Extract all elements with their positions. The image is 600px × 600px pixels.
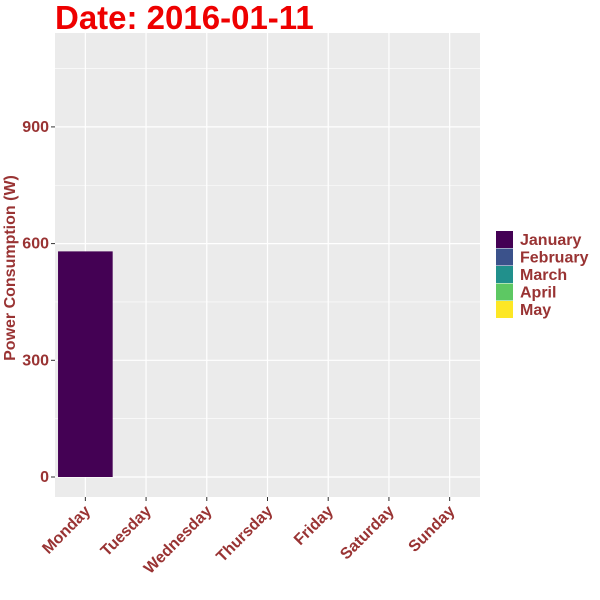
x-tick-label: Saturday bbox=[337, 503, 398, 564]
bars bbox=[58, 251, 113, 477]
x-tick-label: Sunday bbox=[406, 503, 459, 556]
legend-label: January bbox=[520, 232, 581, 249]
chart-title: Date: 2016-01-11 bbox=[55, 0, 314, 36]
bar-january-monday bbox=[58, 251, 113, 477]
y-tick-label: 0 bbox=[40, 469, 49, 486]
legend-swatch bbox=[496, 248, 513, 266]
y-tick-label: 600 bbox=[22, 236, 49, 253]
legend-label: February bbox=[520, 250, 589, 267]
x-tick-label: Friday bbox=[291, 503, 337, 549]
legend-swatch bbox=[496, 301, 513, 318]
legend-swatch bbox=[496, 283, 513, 301]
x-tick-label: Tuesday bbox=[98, 503, 155, 560]
gridlines bbox=[55, 33, 480, 497]
legend-label: May bbox=[520, 302, 551, 319]
y-tick-label: 900 bbox=[22, 119, 49, 136]
legend-label: April bbox=[520, 285, 556, 302]
legend-swatch bbox=[496, 231, 513, 248]
y-axis-title: Power Consumption (W) bbox=[2, 175, 19, 361]
legend-swatch bbox=[496, 266, 513, 283]
y-axis: 0 300 600 900 bbox=[22, 119, 55, 486]
x-tick-label: Monday bbox=[39, 503, 94, 558]
y-tick-label: 300 bbox=[22, 352, 49, 369]
legend-label: March bbox=[520, 267, 567, 284]
x-tick-label: Thursday bbox=[213, 503, 276, 566]
